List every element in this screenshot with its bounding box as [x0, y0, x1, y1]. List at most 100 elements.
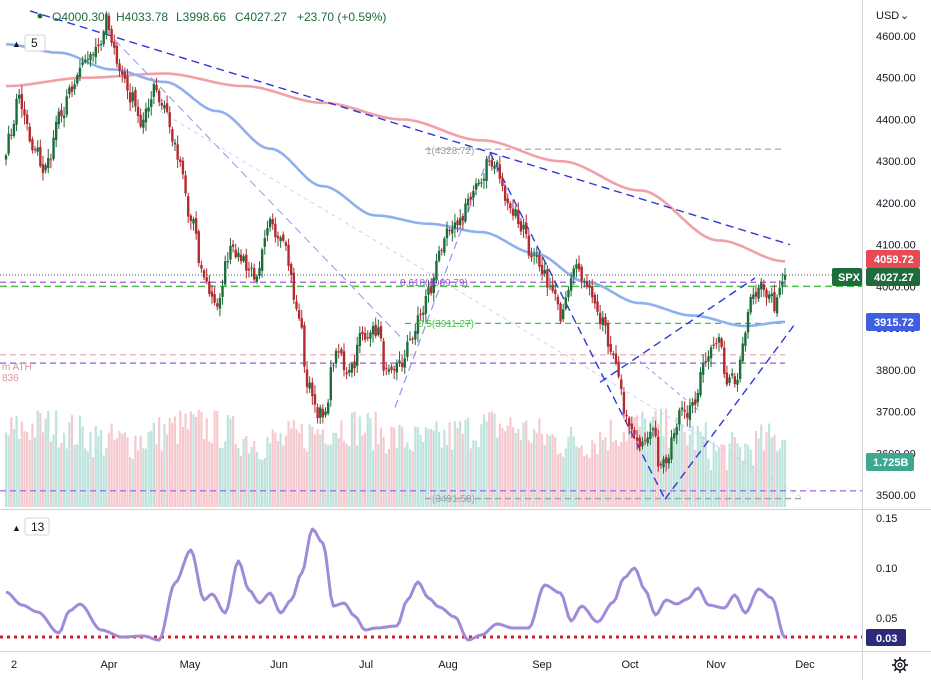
volume-bar	[498, 423, 501, 507]
candle-body	[464, 203, 467, 222]
volume-bar	[456, 427, 459, 507]
candle-body	[210, 291, 214, 297]
uptrend-support-line[interactable]	[664, 323, 796, 500]
currency-selector[interactable]: USD ⌄	[876, 10, 909, 22]
candle-body	[287, 244, 290, 267]
chevron-up-icon[interactable]: ▲	[12, 39, 21, 49]
gear-icon[interactable]	[892, 657, 908, 673]
volume-bar	[556, 454, 560, 507]
volume-bar	[654, 410, 657, 507]
trendlines[interactable]	[29, 10, 806, 500]
volume-bar	[308, 424, 311, 507]
candle-body	[366, 337, 369, 339]
candle	[97, 37, 100, 54]
candle	[725, 365, 729, 387]
volume-bar	[218, 447, 221, 507]
candle-body	[548, 285, 552, 287]
candle	[654, 420, 657, 438]
candle-body	[723, 347, 726, 374]
volume-bar	[606, 450, 610, 507]
volume-bar	[440, 447, 443, 507]
candle-body	[102, 31, 105, 45]
volume-bar	[464, 419, 467, 507]
candle-body	[445, 228, 449, 239]
candle-body	[617, 361, 620, 377]
volume-bar	[364, 432, 367, 507]
volume-bar	[506, 425, 509, 507]
volume-bar	[604, 436, 607, 507]
candle	[229, 238, 232, 265]
candle	[392, 365, 396, 380]
candle	[778, 280, 781, 298]
volume-bar	[321, 429, 324, 507]
candle-body	[406, 341, 409, 358]
main-series-toggle[interactable]: ▲ 5	[12, 34, 46, 52]
candle	[712, 336, 715, 349]
indicator-axis[interactable]: 0.15 0.10 0.05	[876, 513, 897, 625]
indicator-length: 13	[31, 520, 45, 534]
volume-bars	[4, 408, 787, 507]
candle-body	[556, 296, 560, 305]
volume-bar	[625, 440, 628, 507]
candle-body	[593, 294, 597, 304]
bear-channel-upper[interactable]	[599, 277, 756, 383]
time-axis[interactable]: 2 Apr May Jun Jul Aug Sep Oct Nov Dec	[11, 659, 815, 671]
candle	[633, 426, 636, 440]
volume-bar	[482, 414, 486, 507]
candle-body	[308, 382, 311, 389]
volume-bar	[403, 447, 406, 507]
volume-bar	[245, 436, 248, 507]
indicator-toggle[interactable]: ▲ 13	[12, 517, 50, 536]
candle	[564, 291, 568, 311]
volume-bar	[200, 411, 203, 507]
candle-body	[725, 372, 729, 385]
chevron-down-icon[interactable]: ⌄	[900, 10, 909, 22]
candle	[23, 101, 26, 125]
candle	[245, 248, 248, 279]
candle	[575, 258, 578, 278]
candle	[205, 268, 208, 285]
volume-bar	[36, 410, 39, 507]
volume-bar	[33, 437, 37, 507]
candle-body	[419, 313, 422, 315]
channel-line-lower[interactable]	[159, 110, 806, 500]
candle-body	[221, 286, 224, 297]
candle	[527, 230, 531, 259]
minor-trendline[interactable]	[639, 361, 701, 412]
candle-body	[538, 254, 541, 267]
channel-line-upper[interactable]	[114, 39, 401, 337]
candle-body	[601, 317, 604, 326]
candle-body	[427, 287, 430, 295]
candle-body	[767, 294, 771, 299]
volume-bar	[770, 437, 773, 507]
time-tick-label: Aug	[438, 659, 458, 671]
volume-bar	[691, 425, 694, 507]
volume-bar	[448, 422, 451, 507]
volume-bar	[26, 432, 29, 507]
candle	[686, 405, 689, 427]
candle	[672, 428, 676, 442]
descending-resistance-line[interactable]	[29, 10, 791, 246]
volume-bar	[620, 442, 623, 507]
candle	[717, 333, 721, 352]
candle-body	[517, 209, 520, 225]
candle-body	[123, 72, 127, 79]
candle	[340, 347, 343, 357]
candle-body	[324, 411, 327, 416]
volume-bar	[115, 438, 119, 507]
candle-body	[118, 63, 121, 71]
candle	[427, 280, 430, 303]
candle	[311, 377, 314, 405]
price-tick-label: 3500.00	[876, 490, 916, 502]
chevron-up-icon[interactable]: ▲	[12, 523, 21, 533]
volume-bar	[136, 450, 140, 507]
candle-body	[216, 303, 219, 307]
candle-body	[205, 277, 208, 282]
candle	[54, 115, 58, 148]
volume-bar	[92, 457, 95, 507]
volume-bar	[435, 421, 438, 507]
candle-body	[403, 358, 406, 368]
volume-bar	[70, 415, 74, 507]
candle-body	[23, 109, 26, 116]
